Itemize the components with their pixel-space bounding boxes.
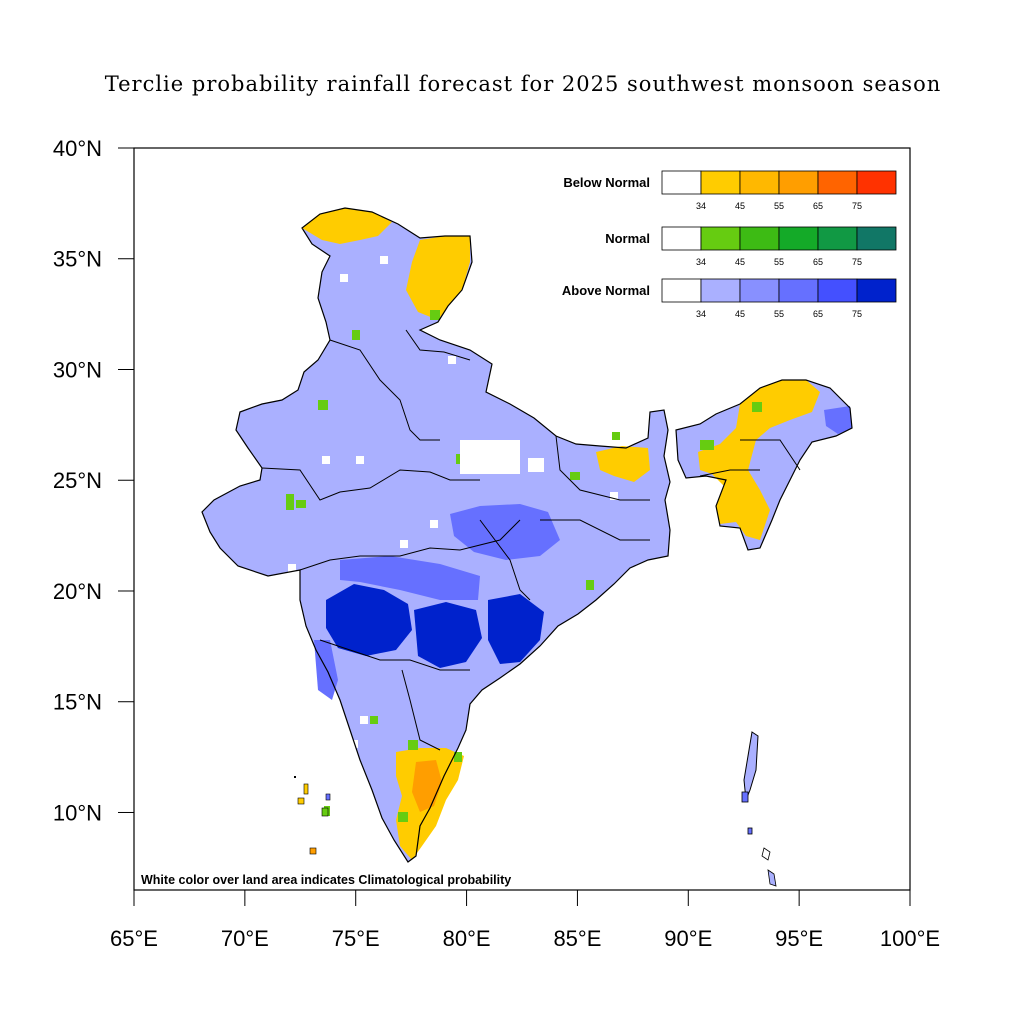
legend-tick-label: 65 <box>813 257 823 267</box>
legend-swatch <box>739 278 780 303</box>
state-boundaries <box>261 329 801 751</box>
legend-label: Below Normal <box>563 175 650 190</box>
above-normal-telangana <box>414 602 482 668</box>
legend-row-above-normal: Above Normal 34 45 55 65 75 <box>562 278 897 319</box>
below-normal-north-west <box>302 208 392 244</box>
legend-row-below-normal: Below Normal 34 45 55 65 75 <box>563 170 897 211</box>
plot-area: White color over land area indicates Cli… <box>134 148 910 890</box>
above-normal-maharashtra <box>326 584 412 656</box>
x-tick-label: 70°E <box>221 926 269 951</box>
legend-swatch <box>700 278 741 303</box>
climatology-cells <box>288 256 618 748</box>
legend-label: Above Normal <box>562 283 650 298</box>
plot-frame <box>133 147 911 891</box>
below-normal-northeast <box>698 380 820 540</box>
x-tick-label: 65°E <box>110 926 158 951</box>
lakshadweep-islands <box>294 776 331 855</box>
below-normal-bihar <box>596 446 650 482</box>
legend-tick-label: 34 <box>696 309 706 319</box>
legend-swatch <box>817 226 858 251</box>
legend-tick-label: 55 <box>774 257 784 267</box>
legend-swatch <box>856 170 897 195</box>
legend-tick-label: 45 <box>735 257 745 267</box>
legend-label: Normal <box>605 231 650 246</box>
legend-tick-label: 75 <box>852 201 862 211</box>
legend-tick-label: 45 <box>735 309 745 319</box>
legend-tick-label: 55 <box>774 201 784 211</box>
y-tick-label: 10°N <box>53 800 102 825</box>
y-tick-label: 40°N <box>53 136 102 161</box>
x-tick-label: 80°E <box>443 926 491 951</box>
legend-tick-label: 45 <box>735 201 745 211</box>
legend-swatch <box>661 278 702 303</box>
legend-tick-label: 75 <box>852 309 862 319</box>
legend-swatch <box>700 170 741 195</box>
y-tick-label: 30°N <box>53 357 102 382</box>
above-normal-central-mid <box>340 556 480 600</box>
legend-swatch <box>661 226 702 251</box>
legend-swatch <box>856 278 897 303</box>
legend-tick-label: 75 <box>852 257 862 267</box>
legend-row-normal: Normal 34 45 55 65 75 <box>605 226 897 267</box>
andaman-nicobar-islands <box>741 731 777 887</box>
above-normal-east-tip <box>824 406 852 434</box>
x-tick-label: 100°E <box>880 926 940 951</box>
y-tick-label: 25°N <box>53 468 102 493</box>
legend-swatch <box>778 278 819 303</box>
legend-swatch <box>817 278 858 303</box>
legend-tick-label: 55 <box>774 309 784 319</box>
legend-tick-label: 65 <box>813 201 823 211</box>
india-outline <box>201 207 671 863</box>
above-normal-west-coast <box>314 640 338 700</box>
y-tick-label: 20°N <box>53 579 102 604</box>
legend-tick-label: 65 <box>813 309 823 319</box>
legend-swatch <box>778 226 819 251</box>
x-tick-label: 95°E <box>775 926 823 951</box>
legend-swatch <box>700 226 741 251</box>
x-tick-label: 90°E <box>664 926 712 951</box>
y-tick-label: 15°N <box>53 690 102 715</box>
legend-tick-label: 34 <box>696 201 706 211</box>
map-title: Terclie probability rainfall forecast fo… <box>104 72 942 96</box>
above-normal-andhra-coast <box>488 594 544 664</box>
y-tick-label: 35°N <box>53 247 102 272</box>
legend-swatch <box>661 170 702 195</box>
x-tick-label: 75°E <box>332 926 380 951</box>
northeast-outline <box>675 379 853 551</box>
legend-swatch <box>856 226 897 251</box>
climatology-note: White color over land area indicates Cli… <box>141 873 511 887</box>
y-axis: 40°N 35°N 30°N 25°N 20°N 15°N 10°N <box>53 136 134 825</box>
legend-tick-label: 34 <box>696 257 706 267</box>
x-axis: 65°E 70°E 75°E 80°E 85°E 90°E 95°E 100°E <box>110 890 940 951</box>
legend-swatch <box>817 170 858 195</box>
legend-swatch <box>778 170 819 195</box>
india-mainland <box>202 208 670 862</box>
legend-swatch <box>739 226 780 251</box>
x-tick-label: 85°E <box>553 926 601 951</box>
legend-swatch <box>739 170 780 195</box>
